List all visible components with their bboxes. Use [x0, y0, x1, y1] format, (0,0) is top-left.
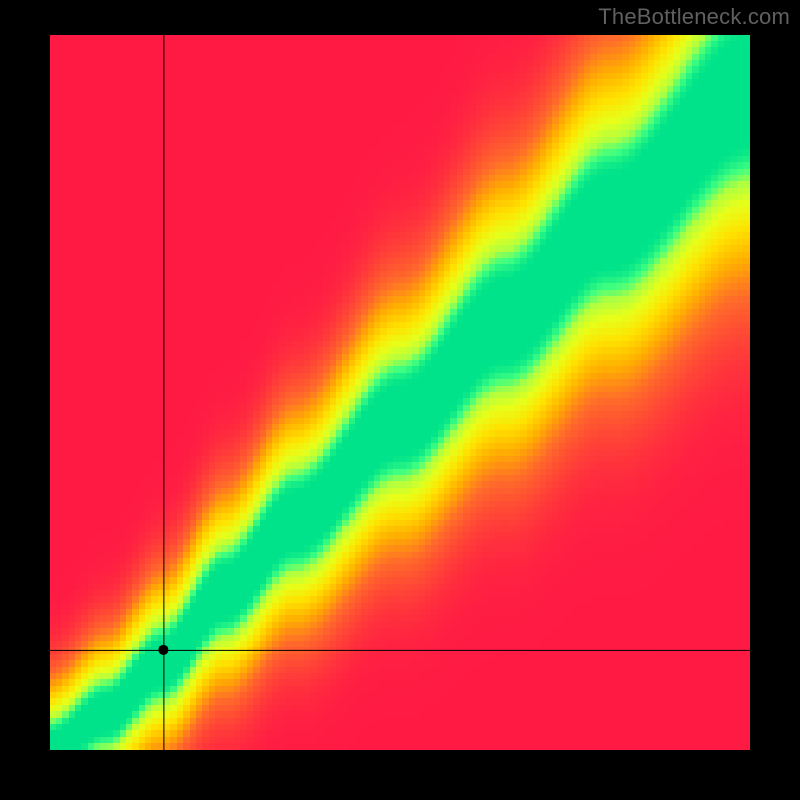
plot-area: [50, 35, 750, 750]
bottleneck-heatmap: [50, 35, 750, 750]
watermark-text: TheBottleneck.com: [598, 4, 790, 30]
chart-container: TheBottleneck.com: [0, 0, 800, 800]
